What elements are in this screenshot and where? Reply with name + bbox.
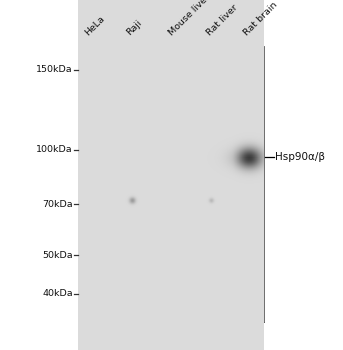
Bar: [111, 41, 154, 46]
Text: Rat liver: Rat liver: [204, 3, 239, 37]
Text: Hsp90α/β: Hsp90α/β: [275, 152, 325, 162]
Bar: [232, 41, 264, 46]
Bar: [195, 46, 229, 322]
Text: Rat brain: Rat brain: [241, 0, 279, 37]
Bar: [111, 46, 154, 322]
Bar: [158, 46, 191, 322]
Bar: [195, 41, 229, 46]
Text: Raji: Raji: [125, 18, 144, 37]
Text: 50kDa: 50kDa: [42, 251, 73, 260]
Bar: [158, 41, 191, 46]
Bar: [78, 46, 264, 322]
Text: 70kDa: 70kDa: [42, 200, 73, 209]
Text: HeLa: HeLa: [83, 14, 106, 37]
Bar: [232, 46, 264, 322]
Bar: [78, 41, 106, 46]
Text: 40kDa: 40kDa: [42, 289, 73, 298]
Text: 150kDa: 150kDa: [36, 65, 73, 75]
Text: Mouse liver: Mouse liver: [167, 0, 212, 37]
Bar: [78, 46, 106, 322]
Text: 100kDa: 100kDa: [36, 145, 73, 154]
